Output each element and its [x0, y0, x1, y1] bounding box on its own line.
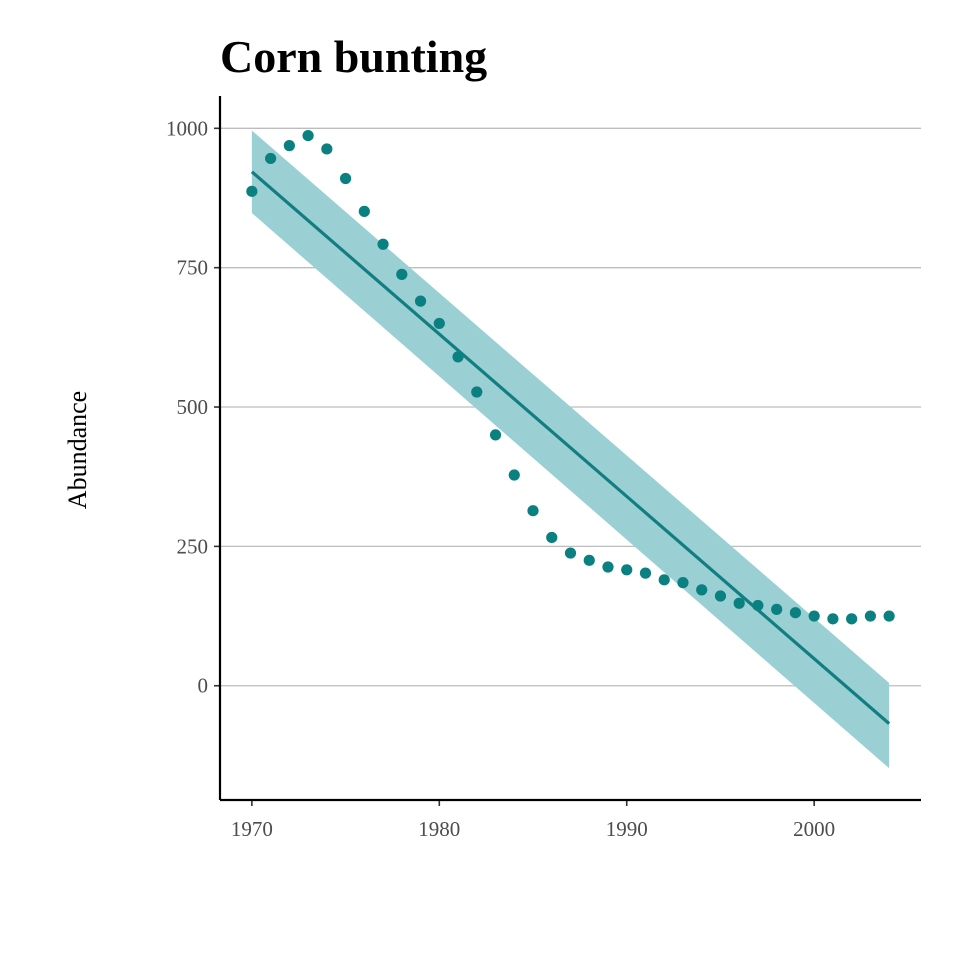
- data-point-1974: [321, 143, 333, 155]
- x-tick-label-1990: 1990: [606, 817, 648, 841]
- axes: [214, 96, 921, 806]
- data-point-1984: [508, 469, 520, 481]
- data-point-1992: [658, 574, 670, 586]
- data-point-1973: [302, 129, 314, 142]
- x-tick-label-1970: 1970: [231, 817, 273, 841]
- y-axis-title: Abundance: [63, 391, 92, 509]
- data-point-1972: [283, 140, 295, 152]
- data-point-1997: [752, 599, 764, 612]
- data-point-1996: [733, 597, 745, 609]
- data-point-1976: [358, 205, 370, 217]
- data-point-2002: [846, 613, 858, 625]
- data-point-1978: [396, 268, 408, 280]
- chart-title: Corn bunting: [220, 31, 487, 82]
- y-tick-label-500: 500: [177, 395, 209, 419]
- data-point-2004: [883, 610, 895, 622]
- data-point-1985: [527, 505, 539, 517]
- data-point-1981: [452, 351, 464, 363]
- data-point-1993: [677, 577, 689, 589]
- data-point-1982: [471, 386, 483, 398]
- x-tick-label-2000: 2000: [793, 817, 835, 841]
- y-tick-label-250: 250: [177, 534, 209, 558]
- data-point-1991: [639, 567, 652, 579]
- x-tick-label-1980: 1980: [418, 817, 460, 841]
- data-point-1987: [564, 547, 577, 559]
- data-point-1971: [265, 152, 277, 165]
- data-point-2000: [808, 610, 820, 622]
- data-point-1979: [414, 295, 427, 307]
- data-point-1994: [696, 584, 708, 596]
- y-tick-label-1000: 1000: [166, 116, 208, 140]
- data-point-1975: [339, 172, 352, 185]
- fit-line-layer: [250, 170, 891, 725]
- data-point-1988: [583, 554, 595, 566]
- data-point-1998: [771, 603, 783, 615]
- data-point-2001: [827, 613, 839, 625]
- data-point-1999: [789, 607, 802, 619]
- y-tick-label-750: 750: [177, 256, 209, 280]
- data-point-1977: [377, 238, 389, 250]
- data-point-1980: [433, 317, 445, 330]
- data-point-1990: [621, 564, 633, 576]
- data-points: [246, 129, 895, 625]
- data-point-1995: [714, 590, 727, 602]
- data-point-2003: [864, 610, 876, 622]
- data-point-1970: [246, 185, 258, 197]
- data-point-1983: [489, 429, 502, 441]
- data-point-1986: [546, 531, 558, 544]
- tick-labels: 0 250 500 750 1000 1970 1980 1990 2000: [166, 116, 835, 841]
- y-tick-label-0: 0: [198, 674, 209, 698]
- fit-line: [250, 170, 891, 725]
- data-point-1989: [602, 561, 614, 573]
